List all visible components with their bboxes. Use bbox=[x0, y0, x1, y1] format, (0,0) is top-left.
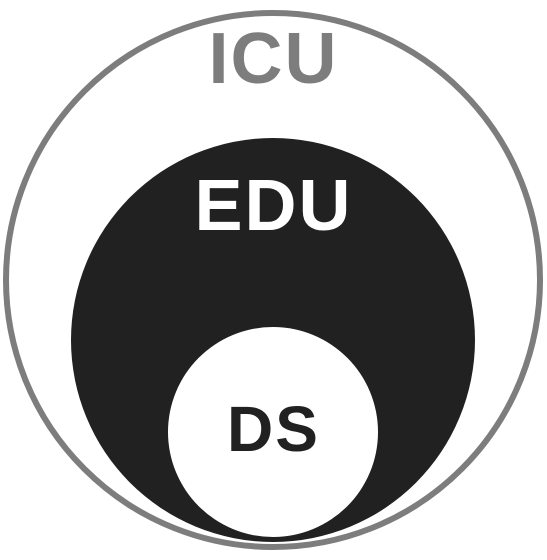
middle-label: EDU bbox=[124, 165, 424, 247]
nested-circle-diagram: ICU EDU DS bbox=[0, 0, 547, 560]
inner-label: DS bbox=[124, 392, 424, 466]
outer-label: ICU bbox=[124, 18, 424, 100]
